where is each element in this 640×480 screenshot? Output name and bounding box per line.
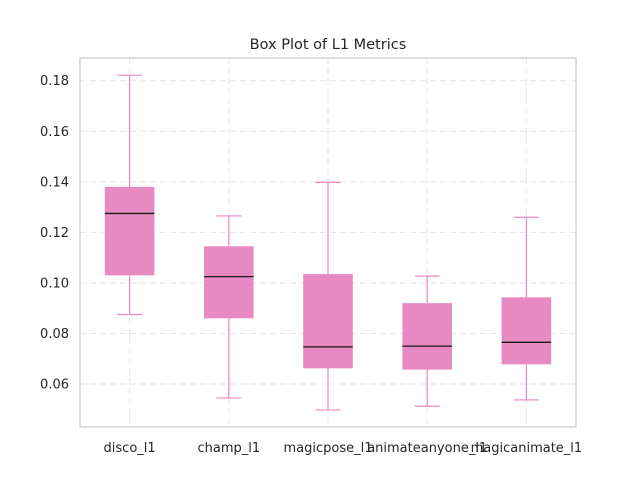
y-tick-label: 0.12 <box>40 226 69 241</box>
y-tick-label: 0.18 <box>40 74 69 89</box>
box-group-champ_l1 <box>204 215 254 399</box>
box-group-disco_l1 <box>104 74 155 316</box>
x-tick-label: champ_l1 <box>197 441 260 456</box>
iqr-box <box>303 274 353 369</box>
x-tick-label: magicanimate_l1 <box>471 441 583 456</box>
y-tick-label: 0.08 <box>40 327 69 342</box>
iqr-box <box>501 297 552 365</box>
y-tick-label: 0.16 <box>40 125 69 140</box>
iqr-box <box>204 246 254 319</box>
x-tick-label: magicpose_l1 <box>283 441 372 456</box>
box-group-magicpose_l1 <box>303 181 353 411</box>
axes: 0.06 0.08 0.10 0.12 0.14 0.16 0.18 disco_l1 cham… <box>40 74 582 456</box>
iqr-box <box>402 303 452 370</box>
plot-area <box>104 74 552 411</box>
box-group-magicanimate_l1 <box>501 216 552 401</box>
y-tick-label: 0.06 <box>40 378 69 393</box>
y-tick-label: 0.14 <box>40 175 69 190</box>
axes-frame <box>79 57 577 428</box>
box-group-animateanyone_l1 <box>402 275 452 407</box>
y-tick-label: 0.10 <box>40 276 69 291</box>
iqr-box <box>104 186 155 276</box>
chart-title: Box Plot of L1 Metrics <box>250 37 407 53</box>
x-tick-label: animateanyone_l1 <box>367 441 487 456</box>
x-tick-label: disco_l1 <box>104 441 156 456</box>
